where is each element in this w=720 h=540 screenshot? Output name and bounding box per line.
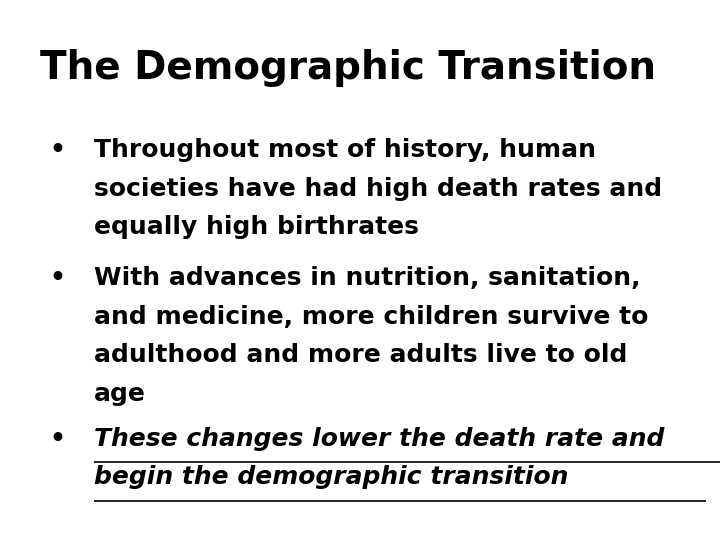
Text: begin the demographic transition: begin the demographic transition	[94, 465, 568, 489]
Text: The Demographic Transition: The Demographic Transition	[40, 49, 656, 86]
Text: and medicine, more children survive to: and medicine, more children survive to	[94, 305, 648, 328]
Text: age: age	[94, 382, 145, 406]
Text: •: •	[49, 138, 65, 161]
Text: With advances in nutrition, sanitation,: With advances in nutrition, sanitation,	[94, 266, 640, 289]
Text: adulthood and more adults live to old: adulthood and more adults live to old	[94, 343, 627, 367]
Text: societies have had high death rates and: societies have had high death rates and	[94, 177, 662, 200]
Text: •: •	[49, 266, 65, 289]
Text: equally high birthrates: equally high birthrates	[94, 215, 418, 239]
Text: Throughout most of history, human: Throughout most of history, human	[94, 138, 595, 161]
Text: •: •	[49, 427, 65, 450]
Text: These changes lower the death rate and: These changes lower the death rate and	[94, 427, 664, 450]
